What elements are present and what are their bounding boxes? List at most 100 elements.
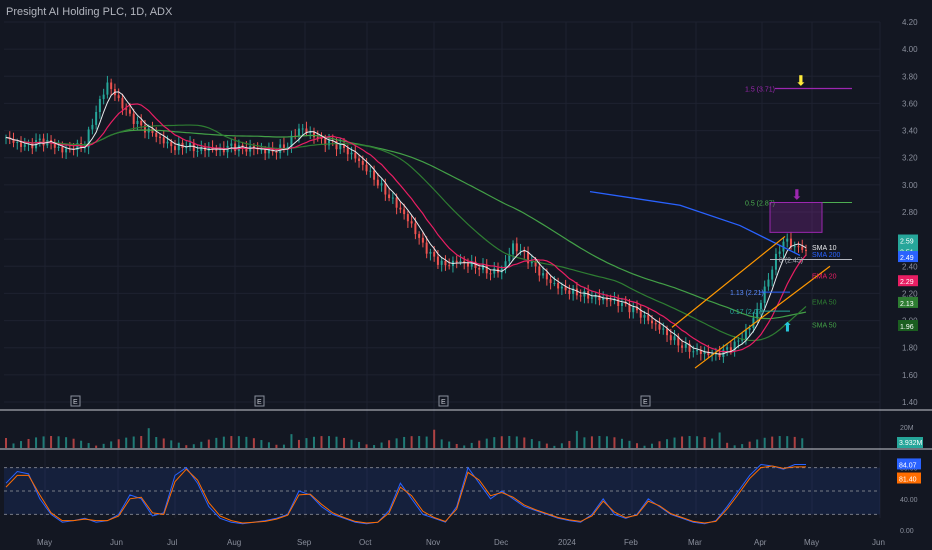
volume-bar bbox=[575, 430, 578, 448]
volume-badge-label: 3.932M bbox=[899, 440, 923, 447]
candle-body bbox=[395, 197, 398, 208]
price-badge bbox=[898, 320, 918, 331]
fib-label: 0 (2.45) bbox=[779, 258, 803, 265]
volume-axis-label: 20M bbox=[900, 425, 914, 432]
candle-body bbox=[12, 139, 15, 143]
candle-body bbox=[301, 128, 304, 130]
candle-body bbox=[346, 147, 349, 155]
price-badge bbox=[898, 245, 918, 257]
candle-body bbox=[583, 291, 586, 297]
y-tick-label: 1.40 bbox=[902, 398, 918, 407]
candle-body bbox=[211, 147, 214, 150]
volume-bar bbox=[95, 445, 98, 448]
candle-body bbox=[155, 132, 158, 137]
candle-body bbox=[76, 143, 79, 150]
candle-body bbox=[741, 339, 744, 341]
volume-bar bbox=[448, 441, 451, 448]
volume-bar bbox=[718, 432, 721, 448]
candle-body bbox=[474, 261, 477, 268]
candle-body bbox=[523, 250, 526, 253]
volume-bar bbox=[508, 436, 511, 448]
candle-body bbox=[42, 138, 45, 146]
volume-bar bbox=[343, 437, 346, 448]
candle-body bbox=[602, 297, 605, 301]
volume-bar bbox=[470, 442, 473, 448]
stoch-d-badge bbox=[897, 472, 921, 484]
x-tick-label: Sep bbox=[297, 538, 312, 547]
candle-body bbox=[388, 194, 391, 199]
candle-body bbox=[545, 273, 548, 280]
volume-bar bbox=[50, 436, 53, 448]
candle-body bbox=[692, 351, 695, 353]
y-tick-label: 4.20 bbox=[902, 18, 918, 27]
sma-200-line bbox=[589, 191, 801, 257]
volume-bar bbox=[42, 436, 45, 448]
volume-bar bbox=[72, 438, 75, 448]
volume-bar bbox=[455, 443, 458, 448]
x-tick-label: Jun bbox=[872, 538, 885, 547]
volume-bar bbox=[147, 428, 150, 448]
candle-body bbox=[635, 307, 638, 311]
candle-body bbox=[125, 108, 128, 110]
volume-bar bbox=[87, 443, 90, 448]
volume-bar bbox=[358, 441, 361, 448]
earnings-marker bbox=[640, 395, 651, 407]
candle-body bbox=[609, 300, 612, 302]
stoch-d-line bbox=[5, 465, 806, 524]
y-tick-label: 1.60 bbox=[902, 371, 918, 380]
x-tick-label: Jul bbox=[167, 538, 177, 547]
volume-bar bbox=[102, 443, 105, 448]
candle-body bbox=[376, 179, 379, 186]
volume-bar bbox=[418, 436, 421, 448]
candle-body bbox=[530, 261, 533, 264]
volume-bar bbox=[538, 441, 541, 448]
volume-bar bbox=[688, 436, 691, 448]
volume-bar bbox=[545, 443, 548, 448]
volume-bar bbox=[530, 439, 533, 448]
volume-bar bbox=[523, 437, 526, 448]
price-badge bbox=[898, 234, 918, 246]
volume-bar bbox=[560, 443, 563, 448]
candle-body bbox=[605, 297, 608, 301]
volume-bar bbox=[613, 437, 616, 448]
candle-body bbox=[260, 149, 263, 151]
candle-body bbox=[110, 82, 113, 90]
stoch-tick-label: 40.00 bbox=[900, 497, 918, 504]
y-tick-label: 4.00 bbox=[902, 45, 918, 54]
candle-body bbox=[358, 158, 361, 162]
volume-bar bbox=[583, 437, 586, 448]
volume-bar bbox=[463, 445, 466, 448]
sma-100-line bbox=[5, 129, 807, 320]
candle-body bbox=[429, 251, 432, 254]
candle-body bbox=[568, 290, 571, 294]
candle-body bbox=[305, 128, 308, 134]
candle-body bbox=[365, 164, 368, 172]
candle-body bbox=[500, 268, 503, 273]
candle-body bbox=[185, 147, 188, 149]
candle-body bbox=[643, 315, 646, 318]
volume-bar bbox=[230, 436, 233, 448]
candle-body bbox=[771, 269, 774, 280]
ma-label: EMA 20 bbox=[812, 274, 837, 281]
candle-body bbox=[98, 99, 101, 112]
volume-bar bbox=[267, 442, 270, 448]
candle-body bbox=[166, 141, 169, 144]
candle-body bbox=[647, 315, 650, 321]
candle-body bbox=[31, 143, 34, 149]
candle-body bbox=[207, 147, 210, 151]
candle-body bbox=[361, 161, 364, 165]
volume-bar bbox=[793, 436, 796, 448]
candle-body bbox=[805, 249, 807, 251]
x-tick-label: Apr bbox=[754, 538, 767, 547]
x-tick-label: Dec bbox=[494, 538, 508, 547]
candle-body bbox=[312, 131, 315, 138]
earnings-marker bbox=[70, 395, 81, 407]
candle-body bbox=[681, 345, 684, 348]
candle-body bbox=[339, 144, 342, 150]
volume-bar bbox=[110, 441, 113, 448]
candle-body bbox=[290, 135, 293, 147]
volume-bar bbox=[711, 438, 714, 448]
candle-body bbox=[707, 351, 710, 356]
candle-body bbox=[406, 214, 409, 222]
